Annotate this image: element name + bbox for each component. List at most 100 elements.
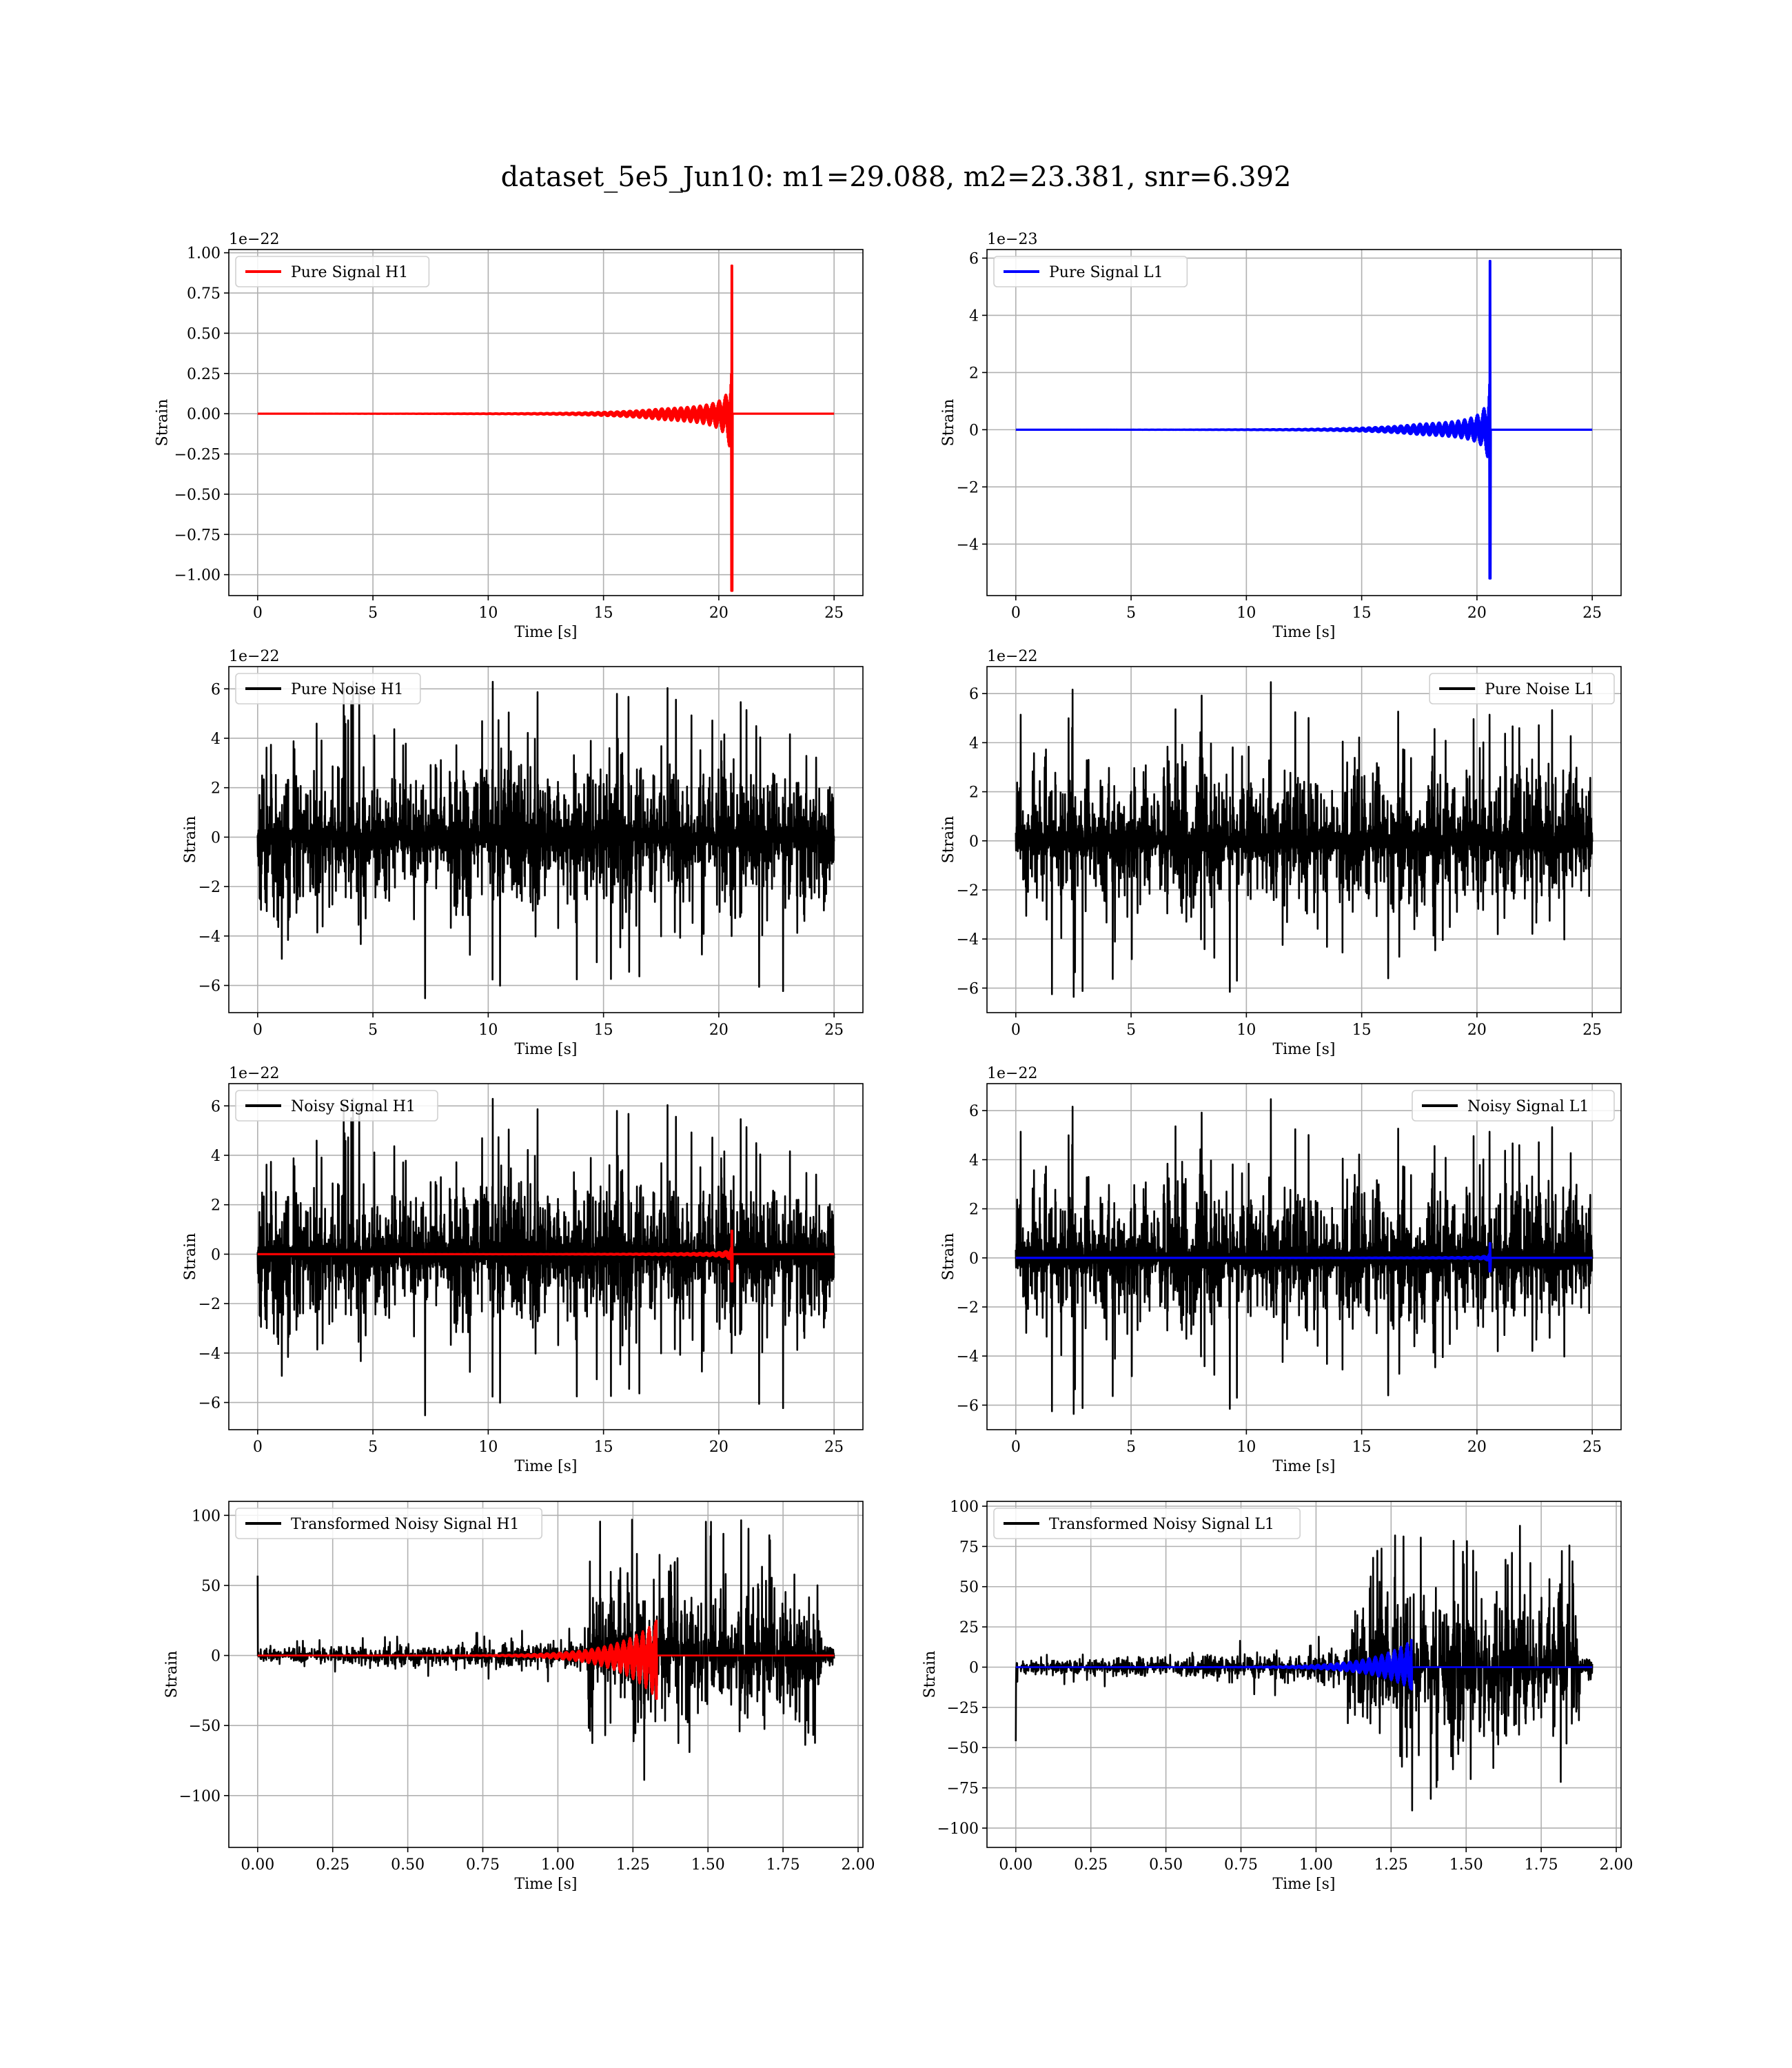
y-axis-label: Strain (182, 1233, 199, 1281)
y-tick-label: 6 (211, 681, 221, 698)
x-tick-label: 5 (1126, 1022, 1136, 1039)
x-tick-label: 1.75 (1525, 1856, 1558, 1874)
x-tick-label: 0.25 (1074, 1856, 1108, 1874)
series-group (256, 1097, 835, 1417)
axes-frame (986, 666, 1622, 1013)
x-axis-label: Time [s] (514, 1041, 577, 1058)
x-tick-label: 20 (1467, 1439, 1487, 1456)
series-group (256, 1519, 835, 1781)
y-tick-label: 0.75 (187, 285, 221, 303)
y-tick-label: −2 (198, 879, 221, 896)
x-tick-label: 0.00 (241, 1856, 274, 1874)
series-line-transformed-noisy-signal-l1 (1015, 1525, 1594, 1812)
y-axis-label: Strain (940, 399, 957, 447)
x-tick-label: 1.00 (1299, 1856, 1333, 1874)
y-tick-label: 0 (969, 833, 979, 851)
x-tick-label: 10 (478, 1439, 498, 1456)
x-axis-label: Time [s] (1272, 1041, 1335, 1058)
x-tick-label: 0 (1011, 1439, 1021, 1456)
y-tick-label: 4 (969, 1152, 979, 1169)
x-tick-label: 25 (824, 1439, 844, 1456)
subplot-noisy-signal-h1: 0 5 10 15 20 25 −6 −4 −2 0 2 4 6 Time [s] Strain 1e−22 N… (182, 1065, 864, 1475)
series-line-pure-signal-l1 (1015, 260, 1594, 580)
y-tick-label: 0.00 (187, 406, 221, 423)
series-line-signal-overlay (1015, 1639, 1594, 1691)
subplot-pure-noise-l1: 0 5 10 15 20 25 −6 −4 −2 0 2 4 6 Time [s] Strain 1e−22 P… (940, 648, 1622, 1058)
y-tick-label: −2 (957, 882, 979, 900)
x-tick-label: 2.00 (1600, 1856, 1633, 1874)
y-offset-text: 1e−23 (987, 231, 1037, 248)
y-axis-label: Strain (154, 399, 172, 447)
x-axis-label: Time [s] (514, 1876, 577, 1893)
x-tick-label: 15 (594, 1439, 613, 1456)
x-tick-label: 10 (1236, 1022, 1256, 1039)
y-tick-label: 2 (969, 365, 979, 382)
legend-label: Noisy Signal H1 (291, 1098, 416, 1115)
x-tick-label: 0 (253, 1439, 263, 1456)
x-tick-label: 0.50 (1149, 1856, 1183, 1874)
y-tick-label: −100 (179, 1788, 221, 1805)
y-tick-label: 4 (211, 1148, 221, 1165)
series-line-signal-overlay (256, 1619, 835, 1700)
x-tick-label: 15 (1352, 605, 1372, 622)
series-group (1015, 260, 1594, 580)
y-tick-label: −4 (198, 929, 221, 946)
series-group (1015, 681, 1594, 998)
series-line-pure-signal-h1 (256, 264, 835, 592)
axes-frame (228, 666, 864, 1013)
y-tick-label: −4 (957, 931, 979, 949)
x-tick-label: 15 (1352, 1439, 1372, 1456)
x-tick-label: 1.50 (691, 1856, 725, 1874)
y-offset-text: 1e−22 (229, 1065, 279, 1082)
series-line-signal-overlay (256, 1229, 835, 1283)
y-axis-label: Strain (922, 1651, 939, 1699)
y-tick-label: −50 (947, 1740, 979, 1757)
legend-label: Transformed Noisy Signal H1 (291, 1516, 520, 1533)
x-tick-label: 0 (253, 1022, 263, 1039)
legend-box (1412, 1090, 1615, 1122)
y-tick-label: 2 (969, 1202, 979, 1219)
y-tick-label: −4 (957, 1348, 979, 1366)
y-tick-label: 25 (959, 1619, 979, 1636)
x-tick-label: 0.00 (999, 1856, 1032, 1874)
y-tick-label: 50 (959, 1579, 979, 1596)
x-tick-label: 0 (1011, 1022, 1021, 1039)
y-axis-label: Strain (940, 1233, 957, 1281)
y-tick-label: 4 (211, 731, 221, 748)
x-tick-label: 15 (594, 605, 613, 622)
x-tick-label: 15 (1352, 1022, 1372, 1039)
legend-label: Pure Signal L1 (1049, 264, 1163, 281)
x-tick-label: 20 (709, 605, 729, 622)
legend: Pure Signal H1 (235, 256, 430, 287)
legend-label: Noisy Signal L1 (1467, 1098, 1589, 1115)
x-tick-label: 5 (368, 605, 378, 622)
x-tick-label: 20 (1467, 605, 1487, 622)
y-tick-label: −6 (198, 978, 221, 995)
y-tick-label: 100 (192, 1508, 221, 1525)
axes-frame (228, 1501, 864, 1848)
legend-label: Pure Noise H1 (291, 681, 404, 698)
y-tick-label: 6 (969, 1103, 979, 1120)
y-axis-label: Strain (163, 1651, 181, 1699)
series-line-noisy-signal-h1 (256, 1097, 835, 1417)
y-axis-label: Strain (182, 816, 199, 864)
x-tick-label: 1.50 (1449, 1856, 1483, 1874)
legend-box (235, 256, 430, 287)
x-tick-label: 10 (478, 605, 498, 622)
y-tick-label: −2 (198, 1296, 221, 1313)
y-tick-label: 0 (969, 1250, 979, 1268)
legend-label: Pure Noise L1 (1485, 681, 1594, 698)
x-axis-label: Time [s] (514, 624, 577, 641)
x-tick-label: 1.75 (766, 1856, 800, 1874)
y-tick-label: 6 (969, 250, 979, 267)
y-axis-label: Strain (940, 816, 957, 864)
y-tick-label: 1.00 (187, 245, 221, 263)
y-tick-label: −2 (957, 1299, 979, 1317)
x-tick-label: 1.25 (616, 1856, 650, 1874)
subplot-transformed-noisy-signal-l1: 0.00 0.25 0.50 0.75 1.00 1.25 1.50 1.75 2.00 −100… (922, 1499, 1633, 1893)
y-tick-label: −0.25 (174, 447, 221, 464)
y-tick-label: 0.25 (187, 366, 221, 383)
legend: Transformed Noisy Signal H1 (235, 1508, 543, 1539)
x-axis-label: Time [s] (1272, 1458, 1335, 1475)
y-tick-label: −6 (198, 1395, 221, 1412)
